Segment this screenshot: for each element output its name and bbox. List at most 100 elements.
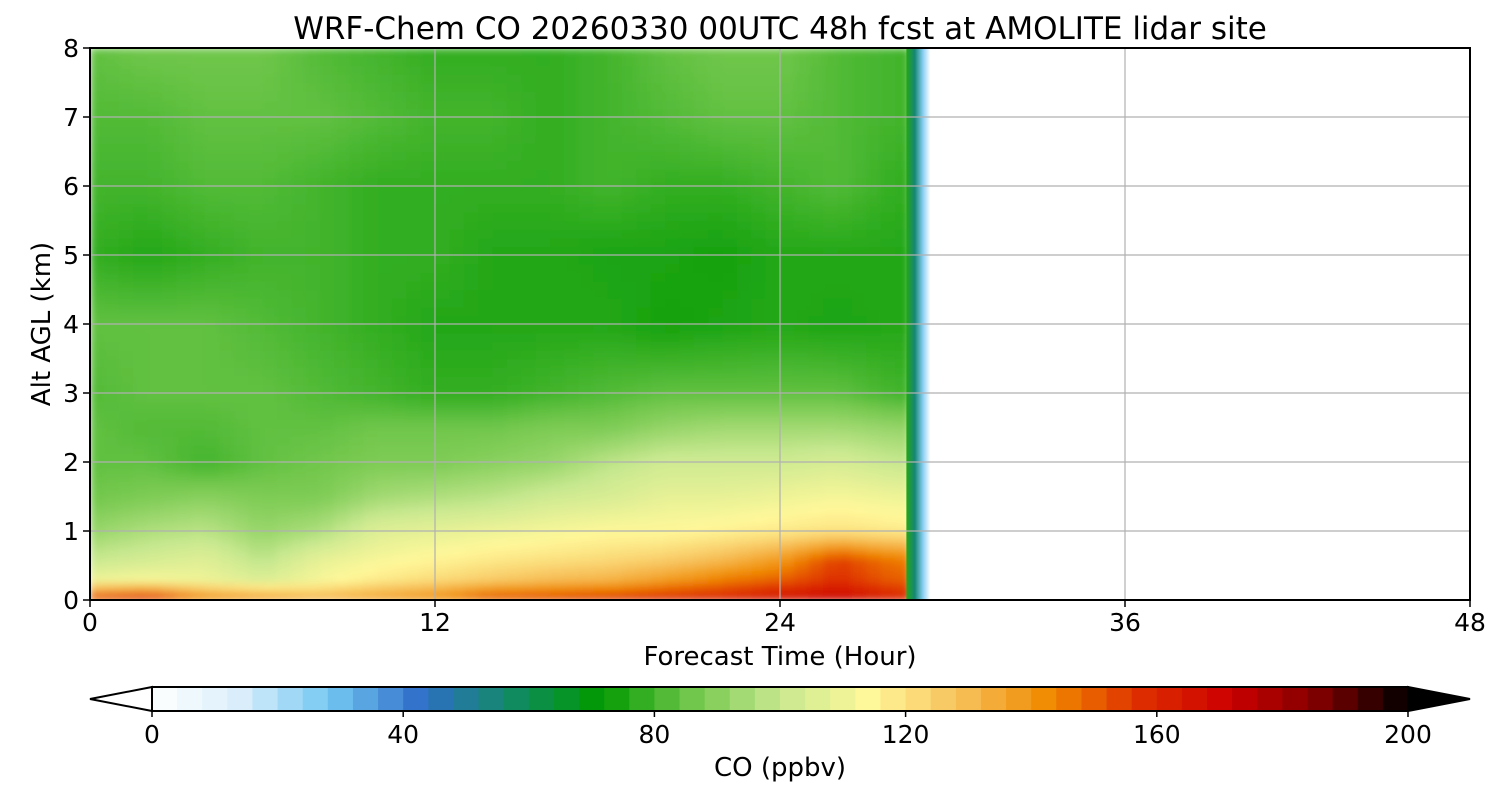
heat-cell (406, 298, 422, 308)
y-tick-label: 4 (63, 310, 79, 339)
colorbar-swatch (528, 687, 555, 711)
heat-cell (478, 487, 494, 498)
heat-cell (578, 591, 594, 600)
heat-cell (866, 56, 882, 67)
heat-cell (794, 444, 810, 455)
heat-cell (506, 513, 523, 524)
heat-cell (118, 315, 134, 325)
colorbar-swatch (428, 687, 455, 711)
heat-cell (276, 513, 293, 524)
heat-cell (837, 177, 853, 187)
heat-cell (334, 289, 350, 299)
heat-cell (219, 410, 235, 420)
heat-cell (492, 82, 508, 92)
heat-cell (420, 436, 436, 446)
heat-cell (233, 91, 249, 101)
heat-cell (607, 186, 623, 196)
heat-cell (147, 565, 163, 575)
heat-cell (607, 462, 623, 472)
heat-cell (521, 539, 537, 550)
heat-cell (420, 125, 436, 136)
heat-cell (895, 315, 911, 325)
heat-cell (190, 444, 206, 455)
heat-cell (248, 65, 264, 75)
heat-cell (679, 470, 695, 481)
heat-cell (348, 194, 364, 205)
heat-cell (248, 168, 264, 179)
heat-cell (722, 108, 738, 118)
heat-cell (463, 194, 479, 205)
heat-cell (133, 513, 149, 524)
heat-cell (851, 470, 868, 481)
heat-cell (377, 177, 393, 187)
heat-cell (837, 134, 853, 144)
heat-cell (550, 246, 566, 256)
heat-cell (895, 574, 911, 584)
heat-cell (363, 436, 379, 446)
heat-cell (161, 289, 178, 299)
heat-cell (147, 574, 163, 584)
heat-cell (650, 496, 666, 506)
heat-cell (564, 220, 580, 230)
heat-cell (233, 99, 249, 110)
heat-cell (118, 367, 134, 377)
heat-cell (233, 134, 249, 144)
colorbar-swatch (1332, 687, 1359, 711)
heat-cell (420, 341, 436, 351)
heat-cell (535, 255, 551, 265)
heat-cell (463, 117, 479, 127)
heat-cell (205, 462, 221, 472)
heat-cell (578, 341, 594, 351)
heat-cell (578, 220, 594, 230)
heat-cell (837, 548, 853, 558)
heat-cell (104, 418, 120, 429)
heat-cell (794, 229, 810, 239)
heat-cell (305, 125, 321, 136)
heat-cell (248, 82, 264, 92)
heat-cell (133, 531, 149, 541)
heat-cell (248, 315, 264, 325)
heat-cell (679, 151, 695, 161)
heat-cell (636, 65, 652, 75)
heat-cell (550, 194, 566, 205)
heat-cell (765, 82, 781, 92)
heat-cell (751, 582, 767, 593)
heat-cell (305, 436, 321, 446)
heat-cell (578, 418, 594, 429)
heat-cell (535, 151, 551, 161)
heat-cell (377, 462, 393, 472)
heat-cell (823, 229, 839, 239)
heat-cell (406, 531, 422, 541)
heat-cell (780, 574, 796, 584)
heat-cell (133, 427, 149, 437)
heat-cell (693, 401, 709, 412)
heat-cell (420, 229, 436, 239)
heat-cell (176, 349, 192, 360)
colorbar-swatch (152, 687, 178, 711)
heat-cell (463, 393, 479, 403)
heat-cell (391, 384, 408, 394)
heat-cell (449, 410, 465, 420)
heat-cell (435, 470, 451, 481)
heat-cell (765, 332, 781, 343)
heat-cell (780, 56, 796, 67)
heat-cell (823, 125, 839, 136)
heat-cell (636, 462, 652, 472)
heat-cell (406, 211, 422, 222)
heat-cell (133, 91, 149, 101)
heat-cell (492, 341, 508, 351)
heat-cell (665, 177, 681, 187)
heat-cell (636, 341, 652, 351)
heat-cell (665, 125, 681, 136)
heat-cell (334, 229, 350, 239)
heat-cell (334, 306, 350, 317)
heat-cell (650, 117, 666, 127)
heat-cell (506, 565, 523, 575)
heat-cell (665, 324, 681, 334)
heat-cell (808, 332, 824, 343)
heat-cell (219, 556, 235, 567)
heat-cell (219, 470, 235, 481)
heat-cell (406, 332, 422, 343)
heat-cell (90, 177, 106, 187)
heat-cell (621, 462, 638, 472)
